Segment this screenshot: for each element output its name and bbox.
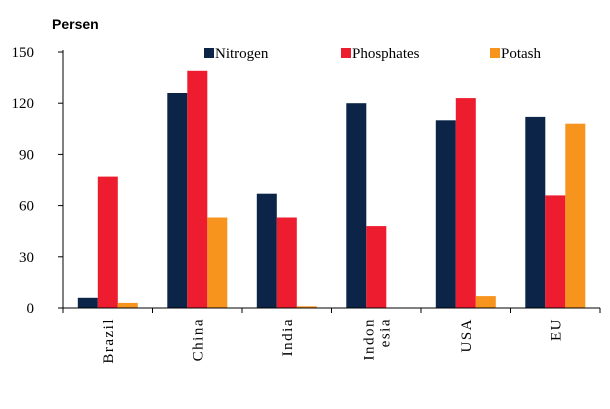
y-tick-label: 150 [12,45,35,61]
y-axis-title: Persen [52,16,99,32]
bar-nitrogen-1 [167,93,188,308]
bar-nitrogen-0 [77,297,98,308]
y-axis: 0 30 60 90 120 150 [12,45,64,317]
y-tick-label: 120 [12,96,35,112]
bar-potash-0 [117,302,138,308]
x-tick-label: India [280,318,296,356]
bar-nitrogen-5 [525,116,546,309]
y-tick-label: 0 [27,301,35,317]
bar-potash-1 [207,217,228,308]
y-tick-label: 30 [19,250,34,266]
y-tick-label: 90 [19,147,34,163]
x-tick-label: EU [548,318,564,341]
y-tick-label: 60 [19,199,34,215]
x-tick-label: esia [377,318,393,347]
bar-potash-5 [565,123,586,308]
bar-phosphates-3 [366,226,387,308]
bar-nitrogen-2 [256,193,277,308]
bar-nitrogen-3 [346,103,367,308]
bar-phosphates-5 [545,195,566,308]
bar-phosphates-2 [276,217,297,308]
legend-label-nitrogen: Nitrogen [215,46,269,62]
bar-phosphates-1 [187,70,208,308]
legend-label-phosphates: Phosphates [352,46,420,62]
bar-phosphates-4 [455,98,476,308]
x-tick-label: USA [459,318,475,353]
bar-nitrogen-4 [435,120,456,308]
legend: Nitrogen Phosphates Potash [204,46,542,62]
bars [77,70,586,309]
x-tick-label: Brazil [101,318,117,364]
bar-potash-2 [296,306,317,308]
legend-swatch-potash [490,48,500,58]
legend-swatch-nitrogen [204,48,214,58]
legend-label-potash: Potash [501,46,542,62]
x-axis: Brazil China India Indon esia USA EU [62,307,601,364]
bar-phosphates-0 [97,176,118,308]
legend-swatch-phosphates [341,48,351,58]
bar-potash-4 [475,296,496,308]
x-tick-label: Indon [361,318,377,361]
x-tick-label: China [190,318,206,361]
